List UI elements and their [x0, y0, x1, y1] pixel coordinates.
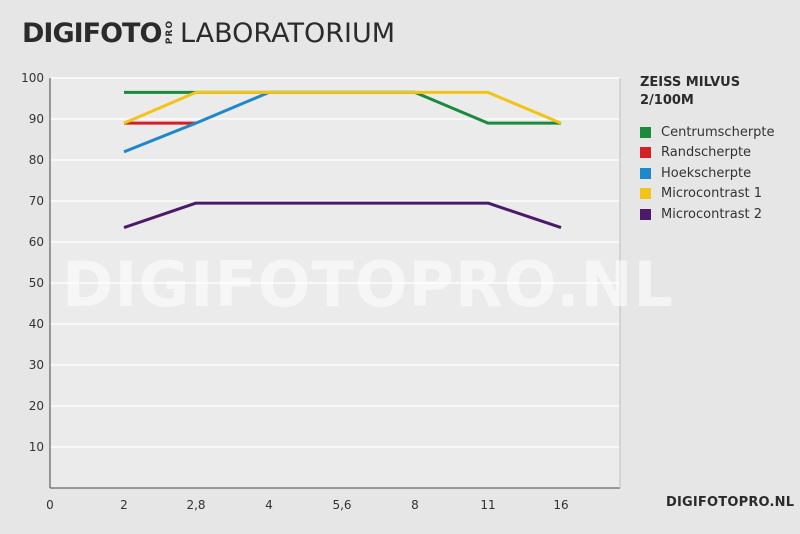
x-tick-labels: 0 2 2,8 4 5,6 8 11 16	[46, 498, 568, 512]
x-tick-label: 16	[553, 498, 568, 512]
legend-swatch	[640, 208, 651, 220]
axes	[49, 78, 621, 489]
series-line-microcontrast-1	[123, 90, 562, 125]
legend-swatch	[640, 167, 651, 179]
x-tick-label: 2,8	[186, 498, 205, 512]
legend-item: Microcontrast 1	[640, 184, 790, 205]
y-tick-label: 20	[29, 399, 44, 413]
legend: ZEISS MILVUS 2/100M Centrumscherpte Rands…	[640, 74, 790, 225]
legend-item: Randscherpte	[640, 143, 790, 164]
legend-label: Centrumscherpte	[661, 124, 775, 140]
legend-label: Hoekscherpte	[661, 165, 752, 181]
legend-label: Microcontrast 2	[661, 206, 763, 222]
legend-item: Microcontrast 2	[640, 204, 790, 225]
x-tick-label: 8	[411, 498, 419, 512]
y-tick-label: 40	[29, 317, 44, 331]
series-line-microcontrast-2	[123, 201, 562, 230]
chart-title: ZEISS MILVUS 2/100M	[640, 75, 741, 108]
gridlines	[50, 77, 620, 448]
y-tick-label: 30	[29, 358, 44, 372]
series-lines	[123, 90, 562, 230]
y-tick-label: 90	[29, 112, 44, 126]
legend-items: Centrumscherpte Randscherpte Hoekscherpte M…	[640, 122, 790, 225]
x-tick-label: 2	[120, 498, 128, 512]
watermark: DIGIFOTOPRO.NL	[62, 248, 675, 321]
legend-swatch	[640, 147, 651, 159]
x-tick-label: 4	[265, 498, 273, 512]
legend-item: Hoekscherpte	[640, 163, 790, 184]
y-tick-label: 80	[29, 153, 44, 167]
y-tick-label: 100	[21, 71, 44, 85]
legend-item: Centrumscherpte	[640, 122, 790, 143]
y-tick-labels: 10 20 30 40 50 60 70 80 90 100	[21, 71, 44, 454]
site-url: DIGIFOTOPRO.NL	[666, 495, 795, 510]
brand-logo-word: DIGIFOTO	[22, 18, 162, 49]
y-tick-label: 50	[29, 276, 44, 290]
y-tick-label: 60	[29, 235, 44, 249]
legend-label: Microcontrast 1	[661, 186, 763, 202]
y-tick-label: 10	[29, 440, 44, 454]
legend-swatch	[640, 188, 651, 200]
y-tick-label: 70	[29, 194, 44, 208]
page-title: LABORATORIUM	[180, 18, 395, 49]
legend-swatch	[640, 126, 651, 138]
x-tick-label: 0	[46, 498, 54, 512]
legend-label: Randscherpte	[661, 145, 752, 161]
x-tick-label: 5,6	[332, 498, 351, 512]
x-tick-label: 11	[480, 498, 495, 512]
